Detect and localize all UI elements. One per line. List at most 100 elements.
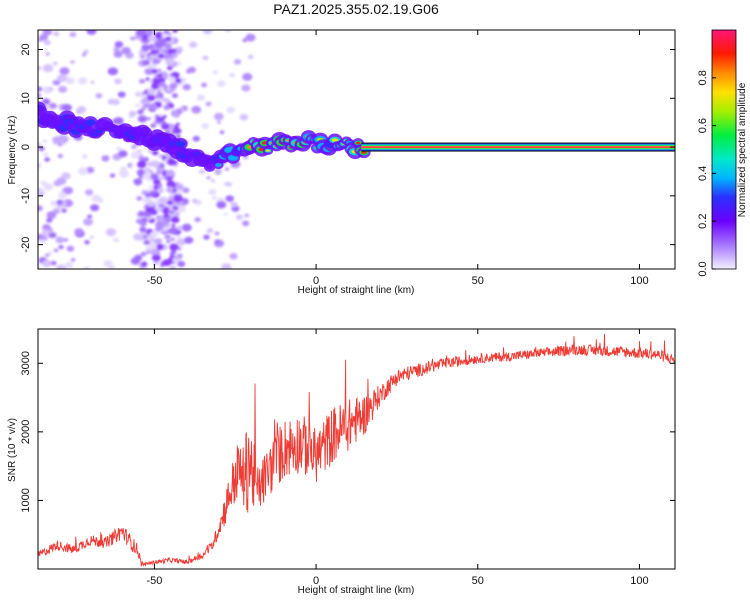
noise-blob: [150, 123, 157, 128]
noise-blob: [121, 47, 129, 54]
noise-blob: [214, 231, 220, 236]
noise-blob: [143, 103, 150, 108]
colorbar-label: Normalized spectral amplitude: [737, 82, 748, 217]
noise-blob: [160, 123, 170, 130]
noise-blob: [229, 252, 238, 260]
noise-blob: [116, 146, 122, 152]
noise-blob: [145, 77, 150, 81]
noise-blob: [192, 199, 197, 203]
noise-blob: [128, 110, 137, 117]
noise-blob: [166, 158, 177, 166]
noise-blob: [89, 204, 100, 212]
ridge-peak: [355, 141, 361, 144]
noise-blob: [241, 84, 251, 92]
snr-x-tick-label: 100: [630, 575, 648, 587]
colorbar-gradient: [711, 29, 737, 270]
noise-blob: [107, 98, 116, 105]
noise-blob: [172, 188, 177, 193]
noise-blob: [214, 239, 221, 244]
noise-blob: [105, 228, 117, 237]
noise-blob: [213, 112, 224, 121]
noise-blob: [175, 49, 182, 55]
snr-y-tick-label: 3000: [20, 351, 32, 375]
noise-blob: [89, 235, 94, 239]
noise-blob: [77, 77, 88, 85]
noise-blob: [43, 152, 49, 157]
noise-blob: [226, 182, 233, 187]
noise-blob: [53, 208, 60, 213]
noise-blob: [163, 104, 171, 111]
noise-blob: [74, 228, 84, 236]
spectrogram-x-tick-label: 100: [630, 275, 648, 287]
noise-blob: [141, 106, 146, 111]
noise-blob: [170, 216, 180, 224]
spectrogram-y-tick-label: 0: [20, 144, 32, 150]
noise-blob: [114, 41, 124, 48]
noise-blob: [147, 201, 156, 207]
colorbar-tick-label: 0.4: [697, 166, 709, 181]
spectrogram-x-label: Height of straight line (km): [298, 285, 415, 296]
snr-x-tick-label: 50: [472, 575, 484, 587]
snr-ticks: -50 0 50 100 1000 2000 3000: [20, 329, 675, 587]
noise-blob: [153, 178, 161, 185]
noise-blob: [65, 77, 75, 85]
noise-blob: [58, 244, 64, 250]
noise-blob: [173, 206, 179, 211]
noise-blob: [157, 89, 162, 94]
noise-blob: [118, 169, 130, 178]
noise-blob: [171, 53, 178, 58]
noise-blob: [39, 192, 44, 196]
noise-blob: [41, 229, 50, 236]
noise-blob: [86, 30, 97, 35]
noise-blob: [173, 128, 182, 134]
noise-blob: [130, 144, 137, 150]
noise-blob: [133, 178, 143, 186]
noise-blob: [175, 183, 184, 191]
noise-blob: [154, 39, 159, 43]
noise-blob: [147, 35, 156, 41]
noise-blob: [170, 249, 177, 255]
noise-blob: [41, 98, 51, 105]
noise-blob: [113, 50, 123, 58]
noise-blob: [84, 189, 94, 196]
noise-blob: [176, 205, 186, 213]
noise-blob: [152, 121, 158, 125]
noise-blob: [61, 208, 67, 213]
spectrogram-y-label: Frequency (Hz): [7, 116, 18, 185]
noise-blob: [168, 265, 177, 269]
noise-blob: [156, 207, 161, 211]
spectrogram-x-tick-label: -50: [146, 275, 162, 287]
noise-blob: [194, 217, 201, 223]
noise-blob: [165, 36, 172, 42]
noise-blob: [44, 157, 51, 162]
noise-blob: [38, 86, 43, 92]
noise-blob: [48, 102, 58, 110]
noise-blob: [152, 44, 158, 48]
noise-blob: [144, 171, 152, 177]
noise-blob: [208, 189, 217, 196]
noise-blob: [171, 71, 180, 79]
noise-blob: [149, 231, 158, 238]
noise-blob: [225, 195, 234, 202]
spectrogram-ridge: [38, 101, 675, 172]
noise-blob: [158, 48, 163, 52]
noise-blob: [150, 160, 161, 168]
noise-blob: [219, 130, 225, 134]
noise-blob: [47, 251, 53, 255]
snr-x-label: Height of straight line (km): [298, 585, 415, 596]
noise-blob: [113, 237, 120, 243]
noise-blob: [247, 54, 254, 60]
noise-blob: [196, 94, 206, 101]
noise-blob: [147, 94, 156, 102]
noise-blob: [141, 44, 151, 52]
noise-blob: [38, 146, 45, 152]
noise-blob: [42, 259, 52, 268]
spectrogram-y-tick-label: 20: [20, 43, 32, 55]
noise-blob: [59, 67, 70, 75]
snr-series-line: [38, 333, 675, 567]
noise-blob: [130, 36, 136, 41]
snr-x-tick-label: -50: [146, 575, 162, 587]
snr-frame: [37, 328, 676, 570]
noise-blob: [129, 163, 134, 167]
noise-blob: [162, 115, 167, 119]
